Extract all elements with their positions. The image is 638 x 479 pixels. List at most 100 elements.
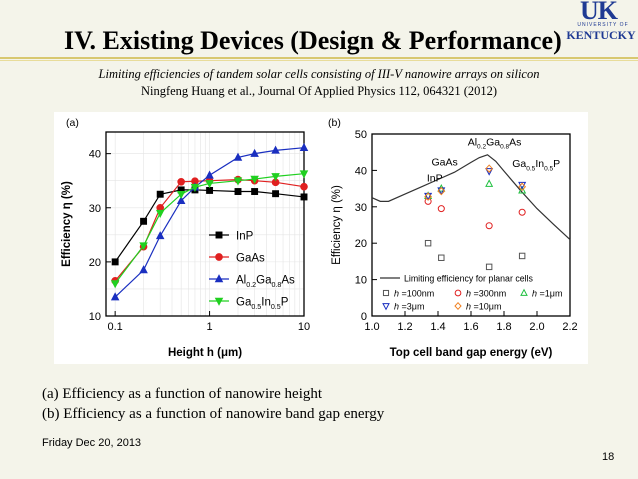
tick-label-y-a: 40 xyxy=(89,149,101,161)
tick-label-x-b: 1.2 xyxy=(397,321,412,333)
data-point-a-0 xyxy=(300,193,308,201)
data-point-a-2 xyxy=(271,145,280,154)
page-number: 18 xyxy=(602,451,615,463)
data-point-a-1 xyxy=(300,182,308,191)
legend-label-a-3-part: P xyxy=(281,297,289,309)
data-point-a-0 xyxy=(140,217,148,225)
legend-label-var: h xyxy=(466,289,471,299)
legend-label-var: h xyxy=(466,302,471,312)
data-point-a-2 xyxy=(205,170,214,179)
annotation-gainp-part: In xyxy=(535,158,544,170)
data-point-b-0 xyxy=(485,263,493,271)
tick-label-x-a: 10 xyxy=(298,321,310,333)
data-point-a-3 xyxy=(155,209,165,218)
annotation-algaas: Al0.2Ga0.8As xyxy=(468,136,522,150)
figure-image: (a) 0.1 1 10 10 20 30 40 Height h (μm) Efficiency… xyxy=(54,112,588,364)
tick-label-y-b: 40 xyxy=(355,165,367,177)
slide-subtitle: Limiting efficiencies of tandem solar ce… xyxy=(98,67,540,81)
data-point-a-3 xyxy=(233,177,243,186)
data-point-a-0 xyxy=(272,190,280,198)
legend-label-a-2-part: As xyxy=(281,275,295,287)
legend-label-b-2: h =1μm xyxy=(532,289,562,299)
legend-label-a-3-part: Ga xyxy=(236,297,252,309)
annotation-inp: InP xyxy=(427,173,443,185)
legend-label-value: =100nm xyxy=(399,289,434,299)
annotation-algaas-part: Ga xyxy=(486,136,500,148)
title-rule xyxy=(0,57,638,59)
tick-label-x-b: 1.0 xyxy=(364,321,379,333)
legend-marker-a-1 xyxy=(215,253,223,261)
legend-label-var: h xyxy=(394,302,399,312)
legend-label-a-3-part: 0.5 xyxy=(251,303,261,311)
series-line-a-3 xyxy=(114,173,305,284)
plot-frame-a xyxy=(105,131,305,317)
tick-label-x-b: 1.4 xyxy=(430,321,445,333)
tick-label-y-a: 10 xyxy=(89,311,101,323)
axis-label-x-a: Height h (μm) xyxy=(168,347,242,359)
legend-label-a-2-part: Al xyxy=(236,275,246,287)
legend-marker-a-2 xyxy=(214,274,224,283)
data-point-a-0 xyxy=(156,190,164,198)
axis-label-x-b: Top cell band gap energy (eV) xyxy=(390,347,553,359)
annotation-algaas-part: Al xyxy=(468,136,477,148)
data-point-a-1 xyxy=(177,177,185,186)
tick-label-y-a: 30 xyxy=(89,203,101,215)
data-point-b-0 xyxy=(518,252,526,260)
data-point-a-2 xyxy=(299,142,309,151)
data-point-a-3 xyxy=(205,180,214,189)
data-point-b-3 xyxy=(485,168,494,176)
legend-label-var: h xyxy=(532,289,537,299)
legend-label-b-4: h =10μm xyxy=(466,302,501,312)
data-point-b-2 xyxy=(485,179,494,187)
logo-abbr: UK xyxy=(580,0,618,25)
data-point-a-0 xyxy=(206,186,214,194)
legend-label-a-2-part: 0.2 xyxy=(246,281,256,289)
annotation-algaas-part: 0.8 xyxy=(500,143,509,150)
legend-label-a-2-part: Ga xyxy=(256,275,272,287)
data-point-a-3 xyxy=(299,170,309,179)
data-point-a-3 xyxy=(176,190,186,200)
legend-label-value: =300nm xyxy=(471,289,506,299)
legend-label-var: h xyxy=(394,289,399,299)
legend-marker-a-3 xyxy=(214,297,224,306)
logo-name: KENTUCKY xyxy=(566,28,636,42)
data-point-a-2 xyxy=(233,152,243,161)
data-point-b-0 xyxy=(438,254,445,261)
legend-label-a-0: InP xyxy=(236,231,254,243)
annotation-gainp-part: 0.5 xyxy=(544,165,553,172)
legend-marker-b-1 xyxy=(454,289,462,297)
tick-label-y-b: 10 xyxy=(355,275,367,287)
annotation-gainp-part: P xyxy=(553,158,560,170)
university-logo: UK UNIVERSITY OF KENTUCKY xyxy=(566,0,636,44)
data-point-a-0 xyxy=(234,188,242,195)
legend-label-a-3: Ga0.5In0.5P xyxy=(236,297,289,311)
annotation-gainp-part: 0.5 xyxy=(526,165,535,172)
slide-title: IV. Existing Devices (Design & Performan… xyxy=(64,26,562,55)
legend-label-a-2-part: 0.8 xyxy=(271,281,281,289)
tick-label-y-b: 0 xyxy=(361,311,367,323)
annotation-gainp: Ga0.5In0.5P xyxy=(512,158,560,172)
annotation-gaas: GaAs xyxy=(431,156,457,168)
slide-date: Friday Dec 20, 2013 xyxy=(42,437,142,449)
panel-label-a: (a) xyxy=(66,117,79,129)
legend-marker-b-3 xyxy=(382,303,390,311)
data-point-a-3 xyxy=(190,183,200,193)
data-point-b-1 xyxy=(518,208,526,216)
figure-svg: (a) 0.1 1 10 10 20 30 40 Height h (μm) Efficiency… xyxy=(61,117,578,359)
tick-label-x-b: 1.8 xyxy=(496,321,511,333)
legend-marker-a-0 xyxy=(215,231,223,239)
panel-label-b: (b) xyxy=(328,117,341,129)
data-point-b-0 xyxy=(424,239,432,247)
tick-label-x-b: 2.0 xyxy=(529,321,544,333)
data-point-a-2 xyxy=(139,265,148,274)
data-point-a-3 xyxy=(250,175,259,184)
data-point-a-2 xyxy=(250,148,259,157)
caption-a: (a) Efficiency as a function of nanowire… xyxy=(42,386,323,402)
legend-label-a-2: Al0.2Ga0.8As xyxy=(236,275,295,289)
series-line-a-2 xyxy=(114,147,305,298)
figure-captions: (a) Efficiency as a function of nanowire… xyxy=(42,384,384,424)
slide-citation: Ningfeng Huang et al., Journal Of Applie… xyxy=(140,84,498,98)
axis-label-y-b: Efficiency η (%) xyxy=(331,185,343,265)
legend-label-a-3-part: 0.5 xyxy=(271,303,281,311)
legend-label-value: =1μm xyxy=(537,289,562,299)
